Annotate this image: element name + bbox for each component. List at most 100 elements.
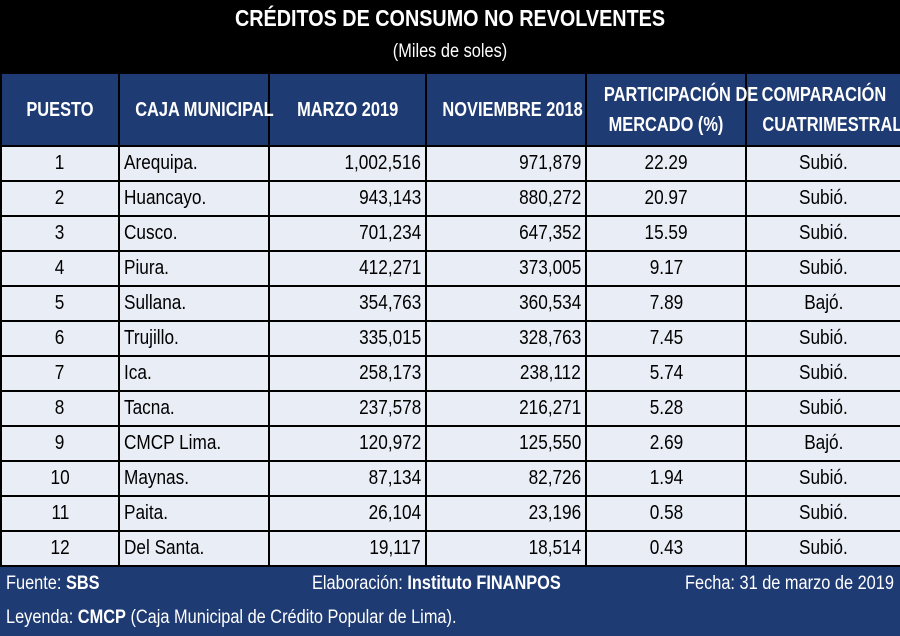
- page-title: CRÉDITOS DE CONSUMO NO REVOLVENTES: [234, 5, 666, 31]
- header-caja: CAJA MUNICIPAL: [118, 72, 274, 147]
- cell-noviembre: 880,272: [425, 180, 587, 217]
- table-row: 9 CMCP Lima. 120,972 125,550 2.69 Bajó.: [0, 425, 900, 462]
- table-row: 8 Tacna. 237,578 216,271 5.28 Subió.: [0, 390, 900, 427]
- table-header: PUESTO CAJA MUNICIPAL MARZO 2019 NOVIEMB…: [0, 72, 900, 147]
- cell-puesto: 4: [0, 250, 120, 287]
- cell-noviembre: 125,550: [425, 425, 587, 462]
- cell-caja: Cusco.: [118, 215, 270, 252]
- cell-participacion: 5.28: [585, 390, 747, 427]
- cell-participacion: 0.43: [585, 530, 747, 567]
- page-subtitle: (Miles de soles): [392, 41, 508, 62]
- footer-row-2: Leyenda: CMCP (Caja Municipal de Crédito…: [0, 601, 900, 634]
- cell-puesto: 11: [0, 495, 120, 532]
- cell-puesto: 8: [0, 390, 120, 427]
- cell-comparacion: Subió.: [745, 215, 900, 252]
- cell-caja: Trujillo.: [118, 320, 270, 357]
- cell-marzo: 701,234: [268, 215, 427, 252]
- cell-participacion: 15.59: [585, 215, 747, 252]
- cell-comparacion: Subió.: [745, 530, 900, 567]
- cell-caja: Maynas.: [118, 460, 270, 497]
- cell-caja: Paita.: [118, 495, 270, 532]
- cell-noviembre: 18,514: [425, 530, 587, 567]
- title-bar: CRÉDITOS DE CONSUMO NO REVOLVENTES (Mile…: [0, 0, 900, 72]
- cell-marzo: 1,002,516: [268, 145, 427, 182]
- cell-participacion: 5.74: [585, 355, 747, 392]
- cell-puesto: 12: [0, 530, 120, 567]
- cell-caja: Tacna.: [118, 390, 270, 427]
- table-row: 3 Cusco. 701,234 647,352 15.59 Subió.: [0, 215, 900, 252]
- cell-caja: Huancayo.: [118, 180, 270, 217]
- cell-caja: Arequipa.: [118, 145, 270, 182]
- cell-noviembre: 23,196: [425, 495, 587, 532]
- table-row: 4 Piura. 412,271 373,005 9.17 Subió.: [0, 250, 900, 287]
- table-row: 12 Del Santa. 19,117 18,514 0.43 Subió.: [0, 530, 900, 567]
- table-row: 6 Trujillo. 335,015 328,763 7.45 Subió.: [0, 320, 900, 357]
- cell-marzo: 354,763: [268, 285, 427, 322]
- header-comparacion: COMPARACIÓN CUATRIMESTRAL: [745, 72, 900, 147]
- cell-participacion: 1.94: [585, 460, 747, 497]
- cell-noviembre: 373,005: [425, 250, 587, 287]
- cell-puesto: 7: [0, 355, 120, 392]
- cell-noviembre: 971,879: [425, 145, 587, 182]
- cell-puesto: 2: [0, 180, 120, 217]
- cell-marzo: 335,015: [268, 320, 427, 357]
- cell-comparacion: Subió.: [745, 495, 900, 532]
- cell-marzo: 258,173: [268, 355, 427, 392]
- table-body: 1 Arequipa. 1,002,516 971,879 22.29 Subió. 2 Hu…: [0, 145, 900, 567]
- cell-puesto: 3: [0, 215, 120, 252]
- cell-participacion: 22.29: [585, 145, 747, 182]
- header-noviembre: NOVIEMBRE 2018: [425, 72, 587, 147]
- cell-participacion: 7.45: [585, 320, 747, 357]
- cell-noviembre: 238,112: [425, 355, 587, 392]
- cell-caja: CMCP Lima.: [118, 425, 270, 462]
- cell-participacion: 7.89: [585, 285, 747, 322]
- cell-comparacion: Subió.: [745, 180, 900, 217]
- footer-fecha: Fecha: 31 de marzo de 2019: [685, 573, 894, 594]
- header-row: PUESTO CAJA MUNICIPAL MARZO 2019 NOVIEMB…: [0, 72, 900, 147]
- footer-leyenda: Leyenda: CMCP (Caja Municipal de Crédito…: [6, 607, 457, 628]
- cell-marzo: 19,117: [268, 530, 427, 567]
- credits-table: PUESTO CAJA MUNICIPAL MARZO 2019 NOVIEMB…: [0, 72, 900, 567]
- cell-marzo: 237,578: [268, 390, 427, 427]
- cell-puesto: 10: [0, 460, 120, 497]
- cell-noviembre: 82,726: [425, 460, 587, 497]
- cell-noviembre: 328,763: [425, 320, 587, 357]
- cell-comparacion: Bajó.: [745, 425, 900, 462]
- cell-participacion: 0.58: [585, 495, 747, 532]
- cell-marzo: 87,134: [268, 460, 427, 497]
- cell-participacion: 20.97: [585, 180, 747, 217]
- footer-row-1: Fuente: SBS Elaboración: Instituto FINAN…: [0, 567, 900, 600]
- cell-noviembre: 216,271: [425, 390, 587, 427]
- cell-marzo: 943,143: [268, 180, 427, 217]
- footer: Fuente: SBS Elaboración: Instituto FINAN…: [0, 567, 900, 636]
- cell-caja: Sullana.: [118, 285, 270, 322]
- cell-comparacion: Subió.: [745, 320, 900, 357]
- cell-marzo: 412,271: [268, 250, 427, 287]
- cell-puesto: 1: [0, 145, 120, 182]
- cell-comparacion: Bajó.: [745, 285, 900, 322]
- cell-noviembre: 647,352: [425, 215, 587, 252]
- cell-noviembre: 360,534: [425, 285, 587, 322]
- cell-puesto: 5: [0, 285, 120, 322]
- cell-comparacion: Subió.: [745, 390, 900, 427]
- cell-comparacion: Subió.: [745, 145, 900, 182]
- footer-elaboracion: Elaboración: Instituto FINANPOS: [312, 573, 561, 594]
- table-row: 10 Maynas. 87,134 82,726 1.94 Subió.: [0, 460, 900, 497]
- cell-caja: Piura.: [118, 250, 270, 287]
- cell-comparacion: Subió.: [745, 460, 900, 497]
- cell-marzo: 26,104: [268, 495, 427, 532]
- cell-caja: Ica.: [118, 355, 270, 392]
- cell-participacion: 9.17: [585, 250, 747, 287]
- table-row: 2 Huancayo. 943,143 880,272 20.97 Subió.: [0, 180, 900, 217]
- cell-marzo: 120,972: [268, 425, 427, 462]
- header-participacion: PARTICIPACIÓN DE MERCADO (%): [585, 72, 758, 147]
- header-marzo: MARZO 2019: [268, 72, 427, 147]
- cell-puesto: 6: [0, 320, 120, 357]
- table-row: 5 Sullana. 354,763 360,534 7.89 Bajó.: [0, 285, 900, 322]
- header-puesto: PUESTO: [0, 72, 120, 147]
- cell-participacion: 2.69: [585, 425, 747, 462]
- table-row: 11 Paita. 26,104 23,196 0.58 Subió.: [0, 495, 900, 532]
- table-row: 7 Ica. 258,173 238,112 5.74 Subió.: [0, 355, 900, 392]
- cell-comparacion: Subió.: [745, 355, 900, 392]
